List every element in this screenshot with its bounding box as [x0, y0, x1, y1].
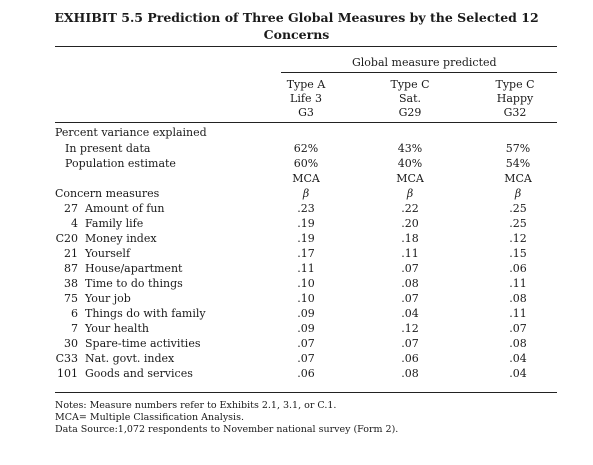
concern-beta-value: .25 [509, 202, 527, 215]
column-header-g32: Type C Happy G32 [480, 78, 550, 120]
concern-beta-value: .07 [401, 292, 419, 305]
exhibit-title-line1: EXHIBIT 5.5 Prediction of Three Global M… [54, 10, 539, 25]
concern-beta-value: .17 [297, 247, 315, 260]
column-name: Sat. [398, 92, 421, 105]
header-rule [55, 122, 557, 123]
method-label: MCA [396, 172, 424, 185]
concern-beta-value: .06 [401, 352, 419, 365]
concern-beta-value: .11 [401, 247, 419, 260]
concern-beta-value: .07 [401, 337, 419, 350]
concern-number: 87 [64, 262, 78, 275]
concern-beta-value: .19 [297, 232, 315, 245]
concern-beta-value: .11 [297, 262, 315, 275]
column-code: G29 [398, 106, 422, 119]
concern-beta-value: .07 [297, 337, 315, 350]
variance-value: 60% [293, 157, 319, 170]
concern-beta-value: .09 [297, 322, 315, 335]
concern-beta-value: .12 [401, 322, 419, 335]
concern-beta-value: .08 [401, 277, 419, 290]
concern-beta-value: .07 [509, 322, 527, 335]
note-line: MCA= Multiple Classification Analysis. [55, 412, 244, 423]
column-code: G3 [298, 106, 314, 119]
concern-beta-value: .04 [509, 352, 527, 365]
concern-number: 4 [71, 217, 78, 230]
concern-beta-value: .04 [401, 307, 419, 320]
concern-beta-value: .08 [509, 337, 527, 350]
column-type: Type C [390, 78, 430, 91]
concern-beta-value: .20 [401, 217, 419, 230]
concern-number: 27 [64, 202, 78, 215]
concern-number: C33 [55, 352, 78, 365]
concern-label: Nat. govt. index [85, 352, 175, 365]
concern-label: Spare-time activities [85, 337, 201, 350]
concern-beta-value: .10 [297, 292, 315, 305]
concern-label: Amount of fun [85, 202, 165, 215]
variance-value: 57% [505, 142, 531, 155]
method-label: MCA [292, 172, 320, 185]
concern-beta-value: .12 [509, 232, 527, 245]
concern-label: Goods and services [85, 367, 193, 380]
variance-section-label: Percent variance explained [55, 126, 207, 139]
beta-symbol: β [514, 187, 522, 200]
column-header-g29: Type C Sat. G29 [380, 78, 440, 120]
concern-beta-value: .07 [401, 262, 419, 275]
concern-beta-value: .04 [509, 367, 527, 380]
concern-beta-value: .08 [401, 367, 419, 380]
concern-number: 7 [71, 322, 78, 335]
concern-number: 6 [71, 307, 78, 320]
note-line: Notes: Measure numbers refer to Exhibits… [55, 400, 337, 411]
concern-beta-value: .11 [509, 307, 527, 320]
concern-number: 75 [64, 292, 78, 305]
bottom-rule [55, 392, 557, 393]
concern-label: Time to do things [85, 277, 183, 290]
concern-label: Yourself [85, 247, 131, 260]
concern-label: Things do with family [85, 307, 206, 320]
concern-label: Your health [85, 322, 149, 335]
concern-beta-value: .06 [509, 262, 527, 275]
concern-beta-value: .07 [297, 352, 315, 365]
variance-row-label: In present data [65, 142, 151, 155]
concern-number: C20 [55, 232, 78, 245]
concern-beta-value: .22 [401, 202, 419, 215]
concern-beta-value: .19 [297, 217, 315, 230]
concern-number: 21 [64, 247, 78, 260]
concern-number: 38 [64, 277, 78, 290]
concern-beta-value: .06 [297, 367, 315, 380]
concern-beta-value: .18 [401, 232, 419, 245]
concern-beta-value: .11 [509, 277, 527, 290]
top-rule [55, 46, 557, 47]
concern-beta-value: .08 [509, 292, 527, 305]
note-line: Data Source:1,072 respondents to Novembe… [55, 424, 399, 435]
concern-beta-value: .10 [297, 277, 315, 290]
column-header-g3: Type A Life 3 G3 [276, 78, 336, 120]
group-header: Global measure predicted [352, 56, 497, 69]
beta-symbol: β [302, 187, 310, 200]
concern-beta-value: .15 [509, 247, 527, 260]
concern-label: House/apartment [85, 262, 183, 275]
exhibit-title-line2: Concerns [263, 27, 330, 42]
method-label: MCA [504, 172, 532, 185]
concern-label: Money index [85, 232, 157, 245]
variance-value: 43% [397, 142, 423, 155]
variance-value: 40% [397, 157, 423, 170]
concern-beta-value: .09 [297, 307, 315, 320]
concern-number: 101 [57, 367, 78, 380]
concern-beta-value: .25 [509, 217, 527, 230]
column-code: G32 [503, 106, 527, 119]
column-name: Life 3 [290, 92, 322, 105]
variance-value: 62% [293, 142, 319, 155]
group-header-rule [281, 72, 557, 73]
variance-row-label: Population estimate [65, 157, 176, 170]
concerns-section-label: Concern measures [55, 187, 160, 200]
concern-label: Your job [85, 292, 131, 305]
concern-label: Family life [85, 217, 144, 230]
column-type: Type A [286, 78, 326, 91]
concern-number: 30 [64, 337, 78, 350]
beta-symbol: β [406, 187, 414, 200]
variance-value: 54% [505, 157, 531, 170]
column-name: Happy [496, 92, 534, 105]
column-type: Type C [495, 78, 535, 91]
concern-beta-value: .23 [297, 202, 315, 215]
